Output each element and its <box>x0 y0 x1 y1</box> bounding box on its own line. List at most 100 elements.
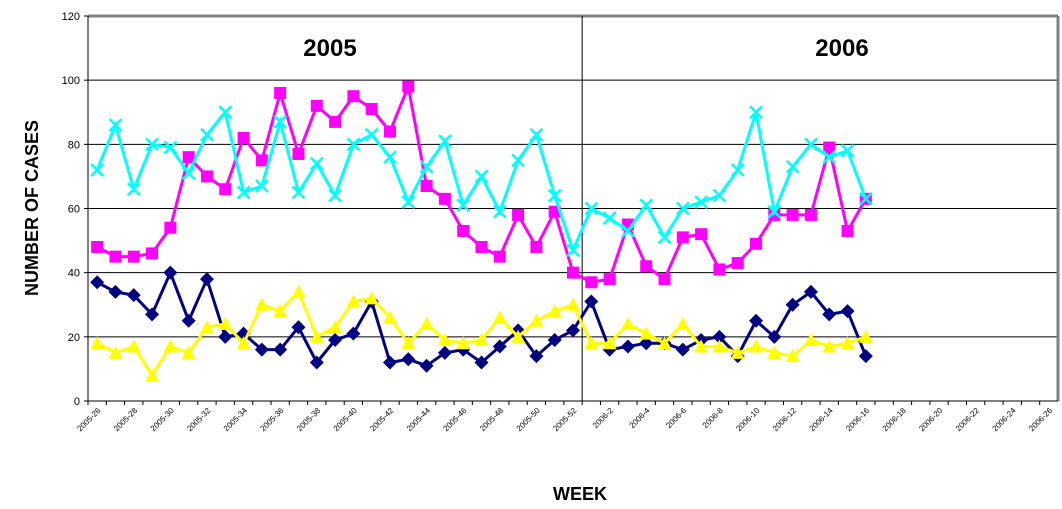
y-tick-label: 40 <box>68 268 80 280</box>
marker <box>712 329 727 344</box>
marker <box>639 198 654 213</box>
marker <box>181 166 196 181</box>
marker <box>126 339 141 353</box>
marker <box>181 345 196 359</box>
y-tick-label: 80 <box>68 139 80 151</box>
marker <box>676 231 689 244</box>
x-tick-label: 2006-4 <box>628 406 652 430</box>
marker <box>218 329 233 344</box>
marker <box>749 105 763 120</box>
marker <box>91 241 104 253</box>
marker <box>657 336 672 350</box>
x-tick-label: 2005-32 <box>185 406 213 434</box>
x-tick-label: 2005-52 <box>551 406 579 434</box>
marker <box>90 336 105 350</box>
series <box>90 105 873 258</box>
marker <box>419 317 434 330</box>
marker <box>254 342 269 357</box>
marker <box>163 140 178 155</box>
series <box>90 265 873 373</box>
marker <box>364 291 379 305</box>
marker <box>309 355 324 370</box>
x-tick-label: 2006-6 <box>664 406 688 430</box>
marker <box>530 241 543 253</box>
marker <box>620 339 635 354</box>
x-tick-label: 2005-38 <box>295 406 323 434</box>
marker <box>108 118 123 132</box>
marker <box>200 127 214 142</box>
marker <box>329 115 342 128</box>
x-axis-label: WEEK <box>553 484 607 504</box>
marker <box>309 329 324 343</box>
marker <box>492 310 507 324</box>
marker <box>512 208 525 221</box>
marker <box>90 163 105 177</box>
x-tick-label: 2005-30 <box>149 406 177 434</box>
marker <box>273 304 288 318</box>
marker <box>567 266 579 279</box>
marker <box>219 183 232 196</box>
marker <box>675 342 690 357</box>
marker <box>822 150 837 165</box>
marker <box>291 320 306 335</box>
marker <box>602 211 617 226</box>
marker <box>382 310 397 324</box>
marker <box>346 294 361 308</box>
marker <box>254 179 269 193</box>
marker <box>822 307 837 322</box>
marker <box>437 345 452 360</box>
marker <box>712 188 727 203</box>
marker <box>364 127 379 142</box>
marker <box>602 336 617 350</box>
x-tick-label: 2006-2 <box>591 406 615 430</box>
x-tick-label: 2005-46 <box>441 406 469 434</box>
marker <box>712 339 727 353</box>
marker <box>383 125 396 138</box>
marker <box>822 339 837 353</box>
marker <box>237 131 250 144</box>
marker <box>566 297 580 311</box>
marker <box>823 141 836 154</box>
x-tick-label: 2006-12 <box>771 406 799 434</box>
marker <box>273 342 288 357</box>
marker <box>457 224 470 237</box>
marker <box>328 188 342 203</box>
marker <box>456 336 471 350</box>
marker <box>402 80 415 93</box>
x-tick-label: 2006-8 <box>701 406 725 430</box>
marker <box>475 241 488 253</box>
marker <box>328 333 343 348</box>
marker <box>767 345 782 359</box>
marker <box>310 99 323 112</box>
y-tick-label: 60 <box>68 204 80 216</box>
marker <box>658 273 671 286</box>
annotation: 2005 <box>303 35 356 62</box>
marker <box>858 349 873 364</box>
marker <box>529 313 544 327</box>
marker <box>547 304 562 318</box>
x-tick-label: 2006-22 <box>954 406 982 434</box>
marker <box>108 284 123 299</box>
marker <box>164 221 177 234</box>
marker <box>347 90 360 103</box>
x-tick-label: 2005-28 <box>112 406 140 434</box>
marker <box>163 265 178 280</box>
marker <box>146 247 159 260</box>
marker <box>675 201 690 216</box>
marker <box>126 288 141 303</box>
annotation: 2006 <box>815 35 868 62</box>
marker <box>401 195 416 209</box>
marker <box>383 150 397 165</box>
marker <box>493 250 506 263</box>
marker <box>401 336 416 350</box>
marker <box>511 329 526 343</box>
marker <box>730 163 745 177</box>
marker <box>749 339 764 353</box>
marker <box>255 154 268 167</box>
marker <box>309 156 324 171</box>
marker <box>474 333 489 347</box>
marker <box>127 250 140 263</box>
y-tick-label: 0 <box>74 396 80 408</box>
marker <box>694 339 709 353</box>
